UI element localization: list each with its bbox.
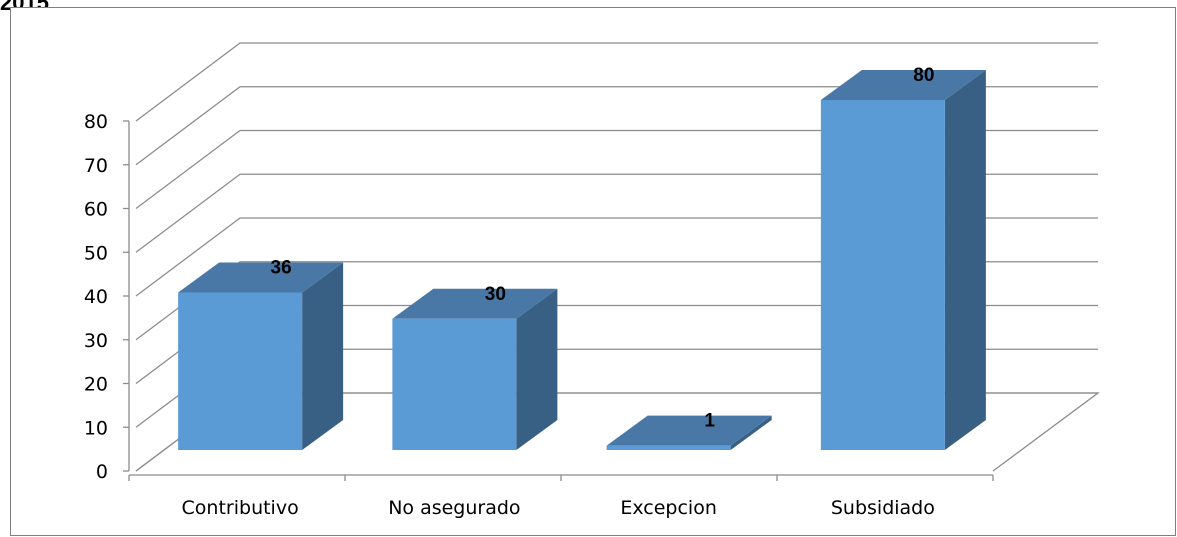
gridline bbox=[135, 42, 1098, 122]
category-label: Contributivo bbox=[182, 497, 299, 519]
bar bbox=[606, 415, 772, 450]
y-tick-label: 10 bbox=[84, 417, 108, 439]
bar-top-face bbox=[178, 262, 344, 293]
y-tick-label: 0 bbox=[96, 461, 108, 483]
bar bbox=[392, 288, 558, 450]
bar-top-face bbox=[606, 415, 772, 446]
bar bbox=[820, 70, 986, 450]
gridline bbox=[135, 86, 1098, 166]
data-label: 1 bbox=[704, 411, 715, 432]
bar-top-face bbox=[820, 70, 986, 100]
bar-side-face bbox=[302, 262, 344, 450]
bar bbox=[178, 262, 344, 450]
bar-side-face bbox=[516, 288, 558, 450]
gridline bbox=[135, 261, 1098, 341]
bar-front-face bbox=[178, 292, 303, 450]
bar-top-face bbox=[392, 288, 558, 319]
y-tick-label: 40 bbox=[84, 286, 108, 308]
bar-front-face bbox=[820, 100, 945, 450]
gridline bbox=[135, 173, 1098, 253]
y-tick-label: 70 bbox=[84, 155, 108, 177]
bars-layer bbox=[178, 70, 986, 450]
y-tick-label: 80 bbox=[84, 111, 108, 133]
bar-side-face bbox=[944, 70, 986, 450]
bar-front-face bbox=[606, 445, 731, 450]
labels-layer: 36 Contributivo 30 No asegurado 1 Excepcion 80… bbox=[182, 65, 935, 519]
y-tick-label: 30 bbox=[84, 330, 108, 352]
bar-side-face bbox=[730, 415, 772, 450]
gridline bbox=[135, 129, 1098, 210]
axis-layer: 0 10 20 30 40 50 60 70 80 bbox=[84, 111, 994, 483]
bar-front-face bbox=[392, 318, 517, 450]
data-label: 36 bbox=[271, 258, 292, 279]
category-label: Excepcion bbox=[620, 497, 717, 519]
data-label: 80 bbox=[913, 65, 934, 86]
y-tick-label: 50 bbox=[84, 242, 108, 264]
data-label: 30 bbox=[485, 284, 506, 305]
y-tick-label: 60 bbox=[84, 199, 108, 221]
category-label: Subsidiado bbox=[831, 497, 935, 519]
y-tick-label: 20 bbox=[84, 374, 108, 396]
category-label: No asegurado bbox=[388, 497, 520, 519]
gridline bbox=[135, 217, 1098, 297]
